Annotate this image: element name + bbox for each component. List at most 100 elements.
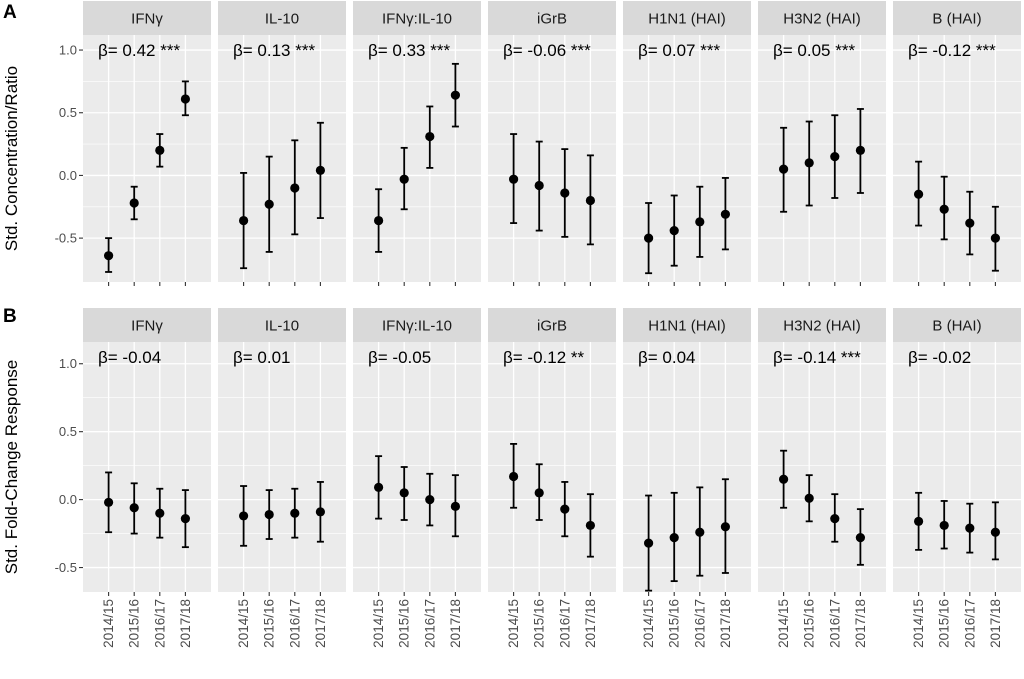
beta-annotation: β= -0.05 — [368, 348, 431, 367]
data-point — [290, 508, 300, 518]
beta-annotation: β= -0.02 — [908, 348, 971, 367]
data-point — [374, 215, 384, 226]
data-point — [939, 204, 949, 214]
data-point — [180, 94, 190, 104]
facet-4: H1N1 (HAI) β= 0.07 *** — [623, 1, 751, 286]
x-tick-label: 2017/18 — [178, 599, 193, 648]
data-point — [644, 233, 654, 243]
facet-strip — [218, 1, 346, 35]
x-tick-label: 2014/15 — [776, 599, 791, 648]
facet-title: B (HAI) — [932, 318, 981, 335]
plot-background — [623, 35, 751, 282]
plot-background — [893, 342, 1021, 592]
beta-annotation: β= -0.06 *** — [503, 41, 591, 60]
beta-annotation: β= 0.04 — [638, 348, 696, 367]
facet-title: H3N2 (HAI) — [783, 318, 861, 335]
data-point — [804, 493, 814, 503]
x-tick-label: 2014/15 — [236, 599, 251, 648]
beta-annotation: β= 0.01 — [233, 348, 291, 367]
beta-annotation: β= -0.04 — [98, 348, 161, 367]
data-point — [534, 180, 544, 191]
plot-background — [488, 35, 616, 282]
x-tick-label: 2016/17 — [692, 599, 707, 648]
beta-annotation: β= 0.07 *** — [638, 41, 720, 60]
facet-title: B (HAI) — [932, 11, 981, 28]
data-point — [104, 497, 114, 507]
beta-annotation: β= 0.42 *** — [98, 41, 180, 60]
beta-annotation: β= 0.13 *** — [233, 41, 315, 60]
y-tick-label: -0.5 — [55, 231, 77, 246]
x-tick-label: 2016/17 — [557, 599, 572, 648]
facet-5: H3N2 (HAI) β= 0.05 *** — [758, 1, 886, 286]
data-point — [180, 514, 190, 524]
x-tick-label: 2016/17 — [827, 599, 842, 648]
x-tick-label: 2017/18 — [583, 599, 598, 648]
data-point — [534, 488, 544, 498]
facet-title: H3N2 (HAI) — [783, 11, 861, 28]
x-tick-label: 2015/16 — [532, 599, 547, 648]
x-tick-label: 2016/17 — [152, 599, 167, 648]
facet-title: IFNγ — [131, 318, 163, 335]
x-tick-label: 2014/15 — [911, 599, 926, 648]
x-tick-label: 2015/16 — [397, 599, 412, 648]
y-tick-label: 0.0 — [59, 492, 77, 507]
beta-annotation: β= -0.12 *** — [908, 41, 996, 60]
x-tick-label: 2014/15 — [641, 599, 656, 648]
facet-strip — [488, 308, 616, 342]
facet-strip — [83, 308, 211, 342]
data-point — [644, 538, 654, 548]
plot-background — [623, 342, 751, 592]
data-point — [939, 520, 949, 531]
facet-strip — [623, 308, 751, 342]
plot-background — [83, 342, 211, 592]
facet-1: IL-10 β= 0.01 2014/15 2015/16 2016/17 2017/18 — [218, 308, 346, 648]
facet-strip — [758, 308, 886, 342]
data-point — [425, 495, 435, 505]
x-tick-label: 2017/18 — [448, 599, 463, 648]
data-point — [965, 218, 975, 228]
data-point — [990, 233, 1001, 243]
x-tick-label: 2015/16 — [262, 599, 277, 648]
beta-annotation: β= 0.33 *** — [368, 41, 450, 60]
plot-background — [488, 342, 616, 592]
facet-6: B (HAI) β= -0.12 *** — [893, 1, 1021, 286]
y-axis-label: Std. Concentration/Ratio — [2, 66, 21, 251]
facet-strip — [758, 1, 886, 35]
plot-background — [893, 35, 1021, 282]
data-point — [855, 145, 866, 155]
data-point — [855, 533, 866, 543]
facet-4: H1N1 (HAI) β= 0.04 2014/15 2015/16 2016/17 20… — [623, 308, 751, 648]
x-tick-label: 2015/16 — [667, 599, 682, 648]
data-point — [315, 507, 325, 517]
data-point — [155, 508, 165, 518]
data-point — [155, 145, 165, 155]
facet-2: IFNγ:IL-10 β= -0.05 2014/15 2015/16 2016/17 2… — [353, 308, 481, 648]
facet-3: iGrB β= -0.12 ** 2014/15 2015/16 2016/17 2017… — [488, 308, 616, 648]
y-tick-label: 1.0 — [59, 43, 77, 58]
y-tick-label: 0.5 — [59, 424, 77, 439]
plot-background — [218, 35, 346, 282]
facet-title: H1N1 (HAI) — [648, 11, 726, 28]
data-point — [914, 516, 924, 526]
facet-5: H3N2 (HAI) β= -0.14 *** 2014/15 2015/16 2016… — [758, 308, 886, 648]
data-point — [560, 188, 570, 198]
x-tick-label: 2017/18 — [718, 599, 733, 648]
data-point — [965, 523, 975, 533]
facet-title: H1N1 (HAI) — [648, 318, 726, 335]
data-point — [779, 164, 789, 174]
data-point — [560, 504, 570, 514]
x-tick-label: 2016/17 — [962, 599, 977, 648]
data-point — [264, 509, 274, 520]
data-point — [830, 152, 840, 162]
x-tick-label: 2017/18 — [988, 599, 1003, 648]
data-point — [239, 215, 249, 226]
data-point — [695, 217, 705, 227]
y-tick-label: 0.0 — [59, 168, 77, 183]
facet-strip — [353, 308, 481, 342]
x-tick-label: 2017/18 — [853, 599, 868, 648]
plot-background — [353, 35, 481, 282]
beta-annotation: β= -0.14 *** — [773, 348, 861, 367]
facet-2: IFNγ:IL-10 β= 0.33 *** — [353, 1, 481, 286]
x-tick-label: 2014/15 — [371, 599, 386, 648]
